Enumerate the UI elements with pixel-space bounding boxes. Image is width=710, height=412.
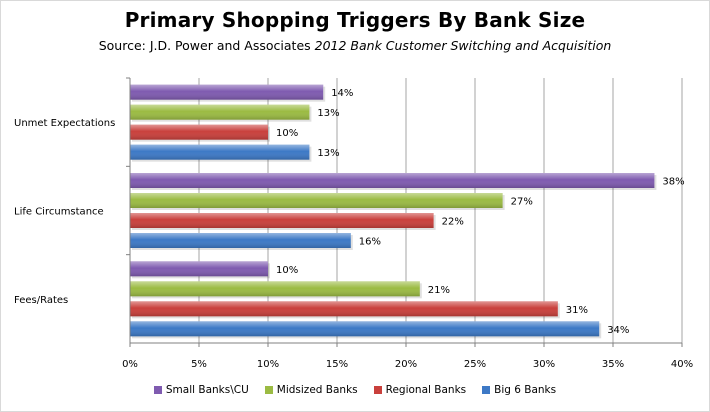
- y-category-label: Unmet Expectations: [14, 118, 115, 129]
- legend-label: Small Banks\CU: [165, 384, 249, 396]
- x-tick-label: 40%: [671, 359, 693, 370]
- legend-label: Regional Banks: [385, 384, 467, 396]
- axes: 0% 5% 10% 15% 20% 25% 30% 35% 40% Unmet Expectati…: [14, 77, 693, 370]
- bar-highlight: [130, 173, 655, 188]
- bar-highlight: [130, 144, 310, 160]
- x-tick-label: 25%: [464, 359, 486, 370]
- x-tick-label: 30%: [533, 359, 555, 370]
- data-label: 34%: [607, 325, 629, 336]
- bar-highlight: [130, 213, 434, 228]
- legend-label: Midsized Banks: [276, 384, 358, 396]
- bar-highlight: [130, 281, 420, 297]
- data-label: 31%: [566, 305, 588, 316]
- bar-highlight: [130, 193, 503, 208]
- legend-swatch: [373, 386, 382, 394]
- x-tick-label: 10%: [257, 359, 279, 370]
- data-label: 38%: [662, 177, 684, 188]
- x-tick-label: 0%: [122, 359, 138, 370]
- legend-swatch: [264, 386, 273, 394]
- chart-subtitle: Source: J.D. Power and Associates 2012 B…: [0, 38, 710, 53]
- data-label: 16%: [359, 237, 381, 248]
- data-label: 27%: [511, 197, 533, 208]
- legend-swatch: [482, 386, 491, 394]
- bar-highlight: [130, 104, 310, 120]
- x-tick-label: 5%: [191, 359, 207, 370]
- y-category-label: Fees/Rates: [14, 295, 68, 306]
- bar-highlight: [130, 124, 268, 140]
- bars: [130, 84, 657, 339]
- data-label: 13%: [317, 148, 339, 159]
- legend-swatch: [153, 386, 162, 394]
- grid-lines: [129, 78, 683, 343]
- legend-item: Midsized Banks: [264, 384, 358, 396]
- data-labels: 14% 13% 10% 13% 38% 27% 22% 16% 10% 21% 31% 34%: [276, 88, 685, 336]
- legend-item: Regional Banks: [373, 384, 467, 396]
- x-tick-label: 35%: [602, 359, 624, 370]
- legend-item: Small Banks\CU: [153, 384, 249, 396]
- data-label: 10%: [276, 128, 298, 139]
- data-label: 21%: [428, 285, 450, 296]
- legend-label: Big 6 Banks: [494, 384, 557, 396]
- legend: Small Banks\CU Midsized Banks Regional Ban…: [0, 384, 710, 396]
- subtitle-source: Source: J.D. Power and Associates: [98, 38, 315, 53]
- data-label: 14%: [331, 88, 353, 99]
- legend-item: Big 6 Banks: [482, 384, 556, 396]
- subtitle-study: 2012 Bank Customer Switching and Acquisi…: [314, 38, 612, 53]
- bar-highlight: [130, 301, 558, 317]
- y-category-label: Life Circumstance: [14, 207, 104, 218]
- bar-highlight: [130, 321, 600, 337]
- bar-highlight: [130, 261, 268, 277]
- data-label: 13%: [317, 108, 339, 119]
- bar-highlight: [130, 233, 351, 248]
- x-tick-label: 15%: [326, 359, 348, 370]
- data-label: 22%: [442, 217, 464, 228]
- bar-highlight: [130, 84, 324, 100]
- chart-title: Primary Shopping Triggers By Bank Size: [124, 8, 586, 32]
- data-label: 10%: [276, 265, 298, 276]
- x-tick-label: 20%: [395, 359, 417, 370]
